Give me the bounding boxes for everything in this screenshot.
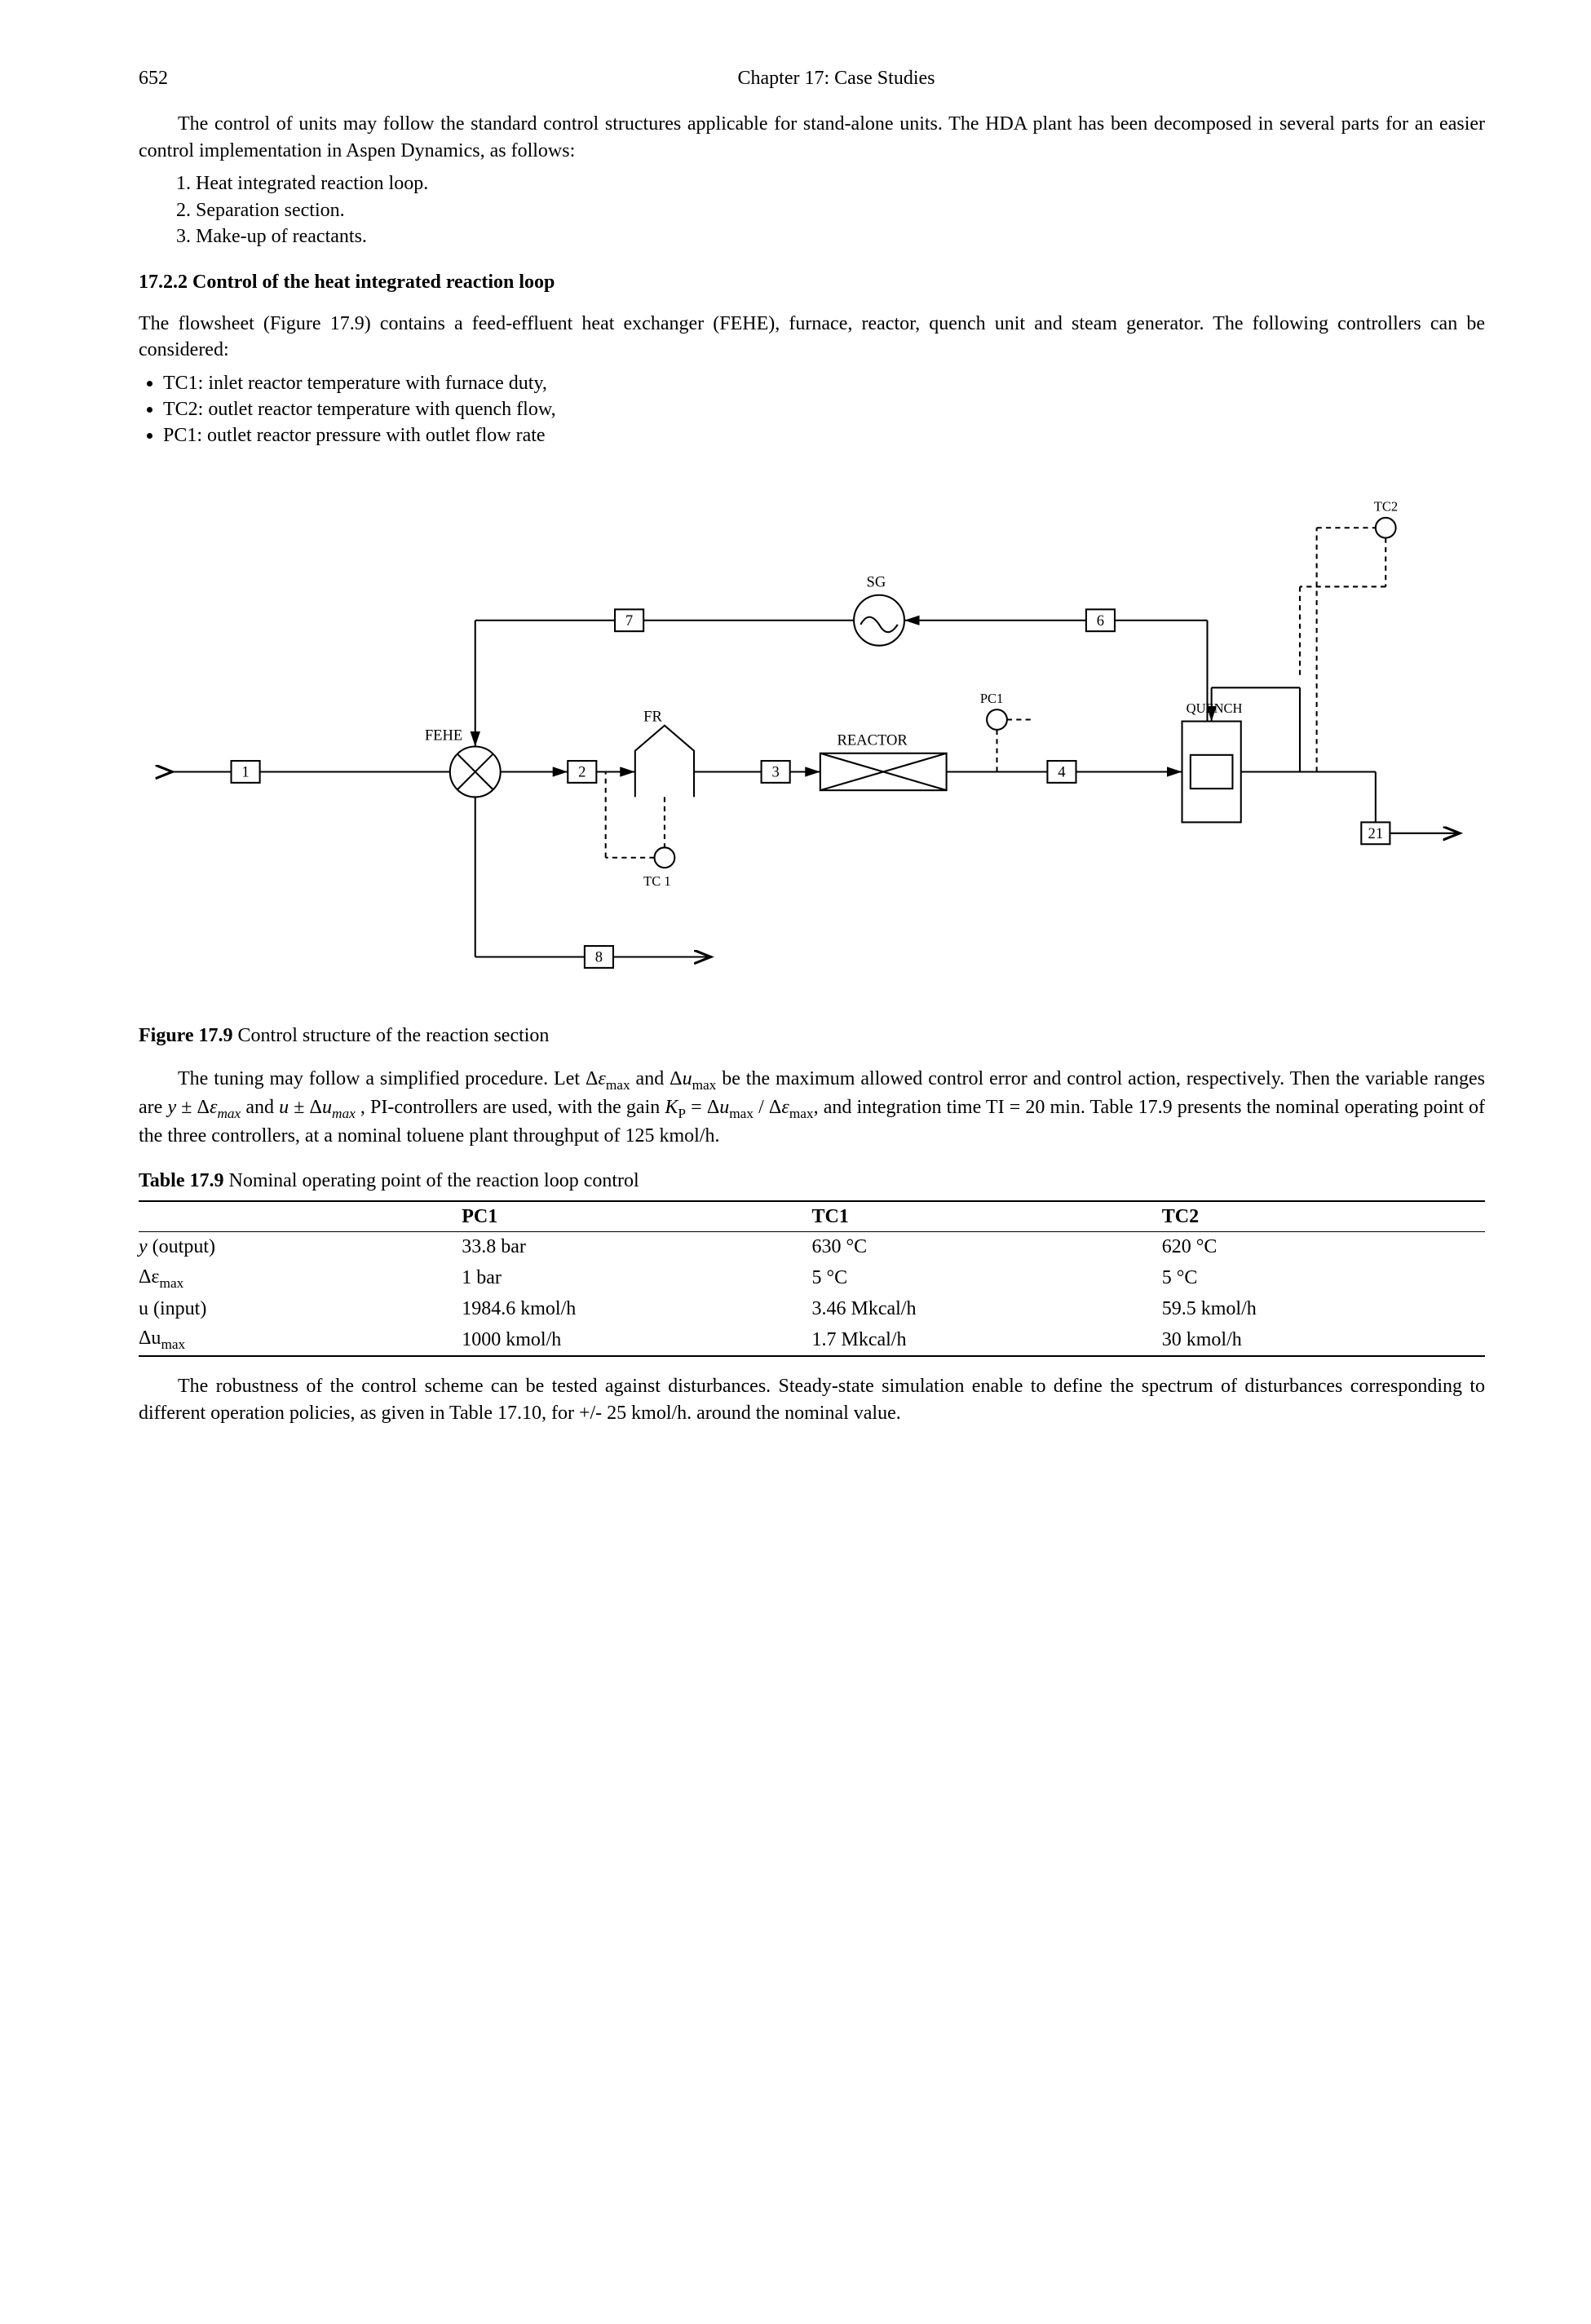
svg-text:QUENCH: QUENCH: [1187, 700, 1243, 716]
list-item: PC1: outlet reactor pressure with outlet…: [163, 422, 1485, 448]
table-caption-bold: Table 17.9: [139, 1170, 223, 1191]
cell: 33.8 bar: [462, 1232, 811, 1262]
cell: 1 bar: [462, 1262, 811, 1294]
table-header: TC1: [811, 1201, 1161, 1232]
table-row: y (output) 33.8 bar 630 °C 620 °C: [139, 1232, 1485, 1262]
svg-text:TC 1: TC 1: [643, 873, 670, 888]
intro-paragraph: The control of units may follow the stan…: [139, 111, 1485, 164]
chapter-title: Chapter 17: Case Studies: [188, 65, 1485, 91]
table-row: Δεmax 1 bar 5 °C 5 °C: [139, 1262, 1485, 1294]
figure-caption-text: Control structure of the reaction sectio…: [233, 1025, 550, 1046]
section-heading: 17.2.2 Control of the heat integrated re…: [139, 269, 1485, 295]
svg-text:7: 7: [625, 612, 633, 630]
svg-text:3: 3: [771, 763, 779, 780]
tuning-paragraph: The tuning may follow a simplified proce…: [139, 1066, 1485, 1150]
cell: 5 °C: [1162, 1262, 1485, 1294]
table-header: PC1: [462, 1201, 811, 1232]
page-number: 652: [139, 65, 188, 91]
row-label: Δεmax: [139, 1262, 462, 1294]
cell: 1984.6 kmol/h: [462, 1294, 811, 1323]
cell: 3.46 Mkcal/h: [811, 1294, 1161, 1323]
svg-text:FEHE: FEHE: [425, 727, 462, 744]
svg-text:4: 4: [1058, 763, 1065, 780]
svg-text:21: 21: [1368, 825, 1384, 842]
table-header-row: PC1 TC1 TC2: [139, 1201, 1485, 1232]
svg-text:8: 8: [595, 948, 603, 965]
list-item: TC1: inlet reactor temperature with furn…: [163, 370, 1485, 396]
cell: 1.7 Mkcal/h: [811, 1323, 1161, 1356]
cell: 630 °C: [811, 1232, 1161, 1262]
table-caption: Table 17.9 Nominal operating point of th…: [139, 1168, 1485, 1194]
list-item: Separation section.: [196, 197, 1485, 223]
cell: 30 kmol/h: [1162, 1323, 1485, 1356]
svg-text:2: 2: [578, 763, 586, 780]
cell: 59.5 kmol/h: [1162, 1294, 1485, 1323]
row-label: u (input): [139, 1294, 462, 1323]
cell: 1000 kmol/h: [462, 1323, 811, 1356]
svg-text:6: 6: [1097, 612, 1104, 630]
table-row: Δumax 1000 kmol/h 1.7 Mkcal/h 30 kmol/h: [139, 1323, 1485, 1356]
page-header: 652 Chapter 17: Case Studies: [139, 65, 1485, 91]
svg-text:FR: FR: [643, 708, 662, 725]
row-label: y (output): [139, 1232, 462, 1262]
cell: 5 °C: [811, 1262, 1161, 1294]
svg-text:REACTOR: REACTOR: [837, 731, 908, 749]
figure-caption-bold: Figure 17.9: [139, 1025, 233, 1046]
table-caption-text: Nominal operating point of the reaction …: [223, 1170, 639, 1191]
svg-text:SG: SG: [867, 573, 886, 590]
list-item: Heat integrated reaction loop.: [196, 170, 1485, 197]
svg-text:TC2: TC2: [1374, 498, 1398, 514]
cell: 620 °C: [1162, 1232, 1485, 1262]
table-row: u (input) 1984.6 kmol/h 3.46 Mkcal/h 59.…: [139, 1294, 1485, 1323]
flowsheet-svg: 1 FEHE 2 FR 3 REACTOR: [139, 469, 1485, 1007]
row-label: Δumax: [139, 1323, 462, 1356]
controller-list: TC1: inlet reactor temperature with furn…: [163, 370, 1485, 449]
figure-179: 1 FEHE 2 FR 3 REACTOR: [139, 469, 1485, 1015]
table-header: TC2: [1162, 1201, 1485, 1232]
svg-text:PC1: PC1: [980, 691, 1003, 706]
svg-text:1: 1: [241, 763, 249, 780]
closing-paragraph: The robustness of the control scheme can…: [139, 1373, 1485, 1426]
flowsheet-intro: The flowsheet (Figure 17.9) contains a f…: [139, 311, 1485, 364]
list-item: Make-up of reactants.: [196, 223, 1485, 250]
table-header: [139, 1201, 462, 1232]
decomposition-list: Heat integrated reaction loop. Separatio…: [196, 170, 1485, 250]
table-179: PC1 TC1 TC2 y (output) 33.8 bar 630 °C 6…: [139, 1200, 1485, 1357]
figure-caption: Figure 17.9 Control structure of the rea…: [139, 1023, 1485, 1049]
list-item: TC2: outlet reactor temperature with que…: [163, 396, 1485, 422]
